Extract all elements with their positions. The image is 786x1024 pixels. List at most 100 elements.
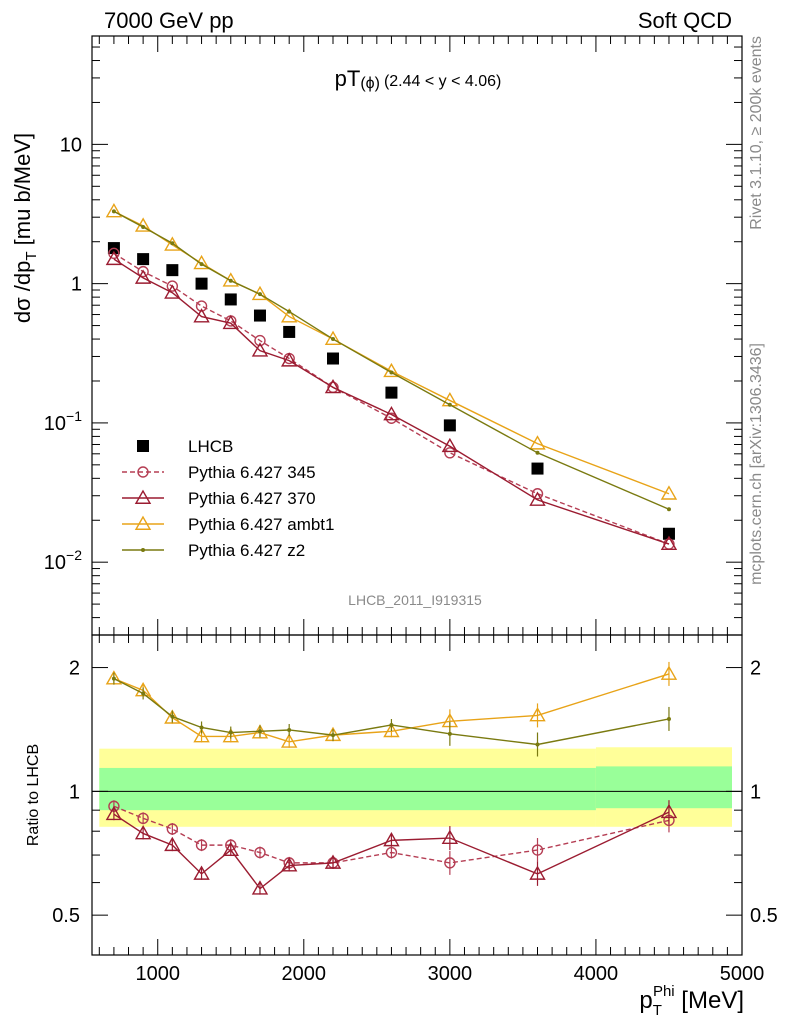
ratio-point <box>134 825 152 840</box>
ratio-point <box>164 836 181 852</box>
ratio-point <box>166 823 179 835</box>
ratio-point <box>529 865 546 880</box>
data-point <box>111 209 116 214</box>
x-label-unit: [MeV] <box>675 987 744 1014</box>
data-point <box>324 378 342 394</box>
ratio-point <box>383 831 400 847</box>
rivet-label: Rivet 3.1.10, ≥ 200k events <box>748 36 765 230</box>
ratio-point <box>280 733 298 748</box>
series-line <box>113 210 670 495</box>
title-range: (2.44 < y < 4.06) <box>384 73 501 90</box>
legend-label: Pythia 6.427 370 <box>188 489 316 508</box>
ratio-point <box>141 691 146 696</box>
plot-title: pT(ϕ) (2.44 < y < 4.06) <box>335 66 502 92</box>
legend-label: LHCB <box>188 437 233 456</box>
data-point <box>224 293 237 306</box>
data-point <box>228 278 233 283</box>
ratio-series-line <box>113 677 670 746</box>
series-line <box>113 258 670 545</box>
ratio-point <box>111 676 116 681</box>
ratio-series-line <box>113 811 670 890</box>
y-tick-label: 10 <box>60 134 82 156</box>
y-axis-label: dσ /dpT [mu b/MeV] <box>10 133 40 323</box>
data-point <box>254 334 266 347</box>
ratio-point <box>257 729 262 734</box>
data-point <box>280 308 298 323</box>
data-point <box>251 342 269 357</box>
main-panel: 10−2 10−1 1 10 <box>44 35 743 955</box>
legend-marker <box>134 515 152 530</box>
data-point <box>164 284 181 299</box>
ratio-y-tick-label-right: 1 <box>750 781 761 803</box>
analysis-watermark: LHCB_2011_I919315 <box>348 592 482 608</box>
x-tick-label: 2000 <box>282 963 327 985</box>
data-point <box>164 236 181 251</box>
ratio-point <box>389 722 394 727</box>
ratio-point <box>195 839 208 851</box>
data-point <box>529 491 546 506</box>
y-tick-label: 1 <box>71 274 82 296</box>
ratio-point <box>105 805 123 821</box>
header-left: 7000 GeV pp <box>104 8 234 33</box>
ratio-point <box>193 865 210 880</box>
data-point <box>324 330 342 346</box>
ratio-point <box>324 854 342 869</box>
data-point <box>280 352 298 367</box>
ratio-point <box>193 728 210 743</box>
data-point <box>108 247 120 260</box>
data-point <box>193 308 210 323</box>
data-point <box>166 280 179 292</box>
data-point <box>447 402 452 407</box>
data-point <box>222 314 239 330</box>
data-point <box>141 225 146 230</box>
data-point <box>105 250 123 266</box>
data-point <box>137 265 149 278</box>
legend-label: Pythia 6.427 z2 <box>188 541 305 560</box>
y-label-unit: [mu b/MeV] <box>10 133 35 252</box>
data-point <box>660 535 678 550</box>
y-tick-label: 10−1 <box>44 408 82 435</box>
x-tick-label: 1000 <box>135 963 180 985</box>
data-point <box>199 262 204 267</box>
ratio-point <box>666 716 671 721</box>
data-point <box>441 437 459 453</box>
data-point <box>660 485 678 500</box>
data-point <box>444 447 456 459</box>
ratio-point <box>535 742 540 747</box>
ratio-point <box>199 725 204 730</box>
y-label-main: dσ /dp <box>10 261 35 324</box>
legend-marker <box>137 440 149 452</box>
data-point <box>253 309 266 322</box>
ratio-point <box>444 857 456 869</box>
ratio-point <box>254 846 266 859</box>
ratio-y-tick-label: 2 <box>69 658 80 680</box>
ratio-frame <box>91 634 743 956</box>
title-sub: (ϕ) <box>360 75 380 92</box>
y-label-sub: T <box>23 251 40 260</box>
x-label-sup: Phi <box>653 983 675 1000</box>
series-line <box>113 252 670 545</box>
ratio-point <box>660 665 678 680</box>
x-label-sub: T <box>653 1002 662 1019</box>
x-tick-label: 4000 <box>574 963 619 985</box>
ratio-point <box>383 722 400 738</box>
ratio-point <box>251 880 269 895</box>
mcplots-label: mcplots.cern.ch [arXiv:1306.3436] <box>748 343 765 585</box>
data-point <box>283 325 296 338</box>
title-main: pT <box>335 66 361 91</box>
data-point <box>666 507 671 512</box>
ratio-point <box>280 857 298 872</box>
svg-text:dσ /dpT [mu b/MeV]: dσ /dpT [mu b/MeV] <box>10 133 40 323</box>
data-point <box>166 264 179 277</box>
ratio-panel: 1000 2000 3000 4000 5000 0.5 0.5 1 1 2 2 <box>52 634 778 985</box>
data-point <box>383 406 400 421</box>
data-point <box>257 292 262 297</box>
legend-marker <box>141 548 145 552</box>
ratio-y-tick-label: 1 <box>69 781 80 803</box>
data-point <box>105 203 123 218</box>
ratio-point <box>164 709 181 724</box>
ratio-y-label: Ratio to LHCB <box>25 744 42 846</box>
data-point <box>385 412 398 424</box>
x-tick-label: 5000 <box>720 963 765 985</box>
data-point <box>443 419 456 432</box>
